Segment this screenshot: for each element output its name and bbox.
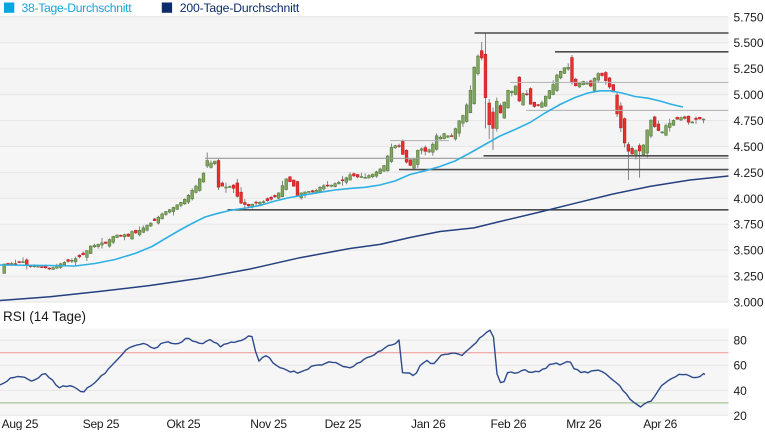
svg-text:Feb 26: Feb 26 xyxy=(491,417,527,430)
svg-text:3.000: 3.000 xyxy=(734,296,764,310)
svg-text:4.250: 4.250 xyxy=(734,166,764,180)
svg-text:4.500: 4.500 xyxy=(734,140,764,154)
svg-text:Aug 25: Aug 25 xyxy=(2,417,39,430)
svg-text:Jan 26: Jan 26 xyxy=(411,417,446,430)
svg-text:3.250: 3.250 xyxy=(734,270,764,284)
svg-text:5.000: 5.000 xyxy=(734,88,764,102)
svg-text:4.000: 4.000 xyxy=(734,192,764,206)
svg-text:3.750: 3.750 xyxy=(734,218,764,232)
svg-text:4.750: 4.750 xyxy=(734,114,764,128)
svg-text:200-Tage-Durchschnitt: 200-Tage-Durchschnitt xyxy=(180,1,300,15)
svg-text:80: 80 xyxy=(734,334,748,348)
svg-text:5.500: 5.500 xyxy=(734,36,764,50)
svg-text:RSI (14 Tage): RSI (14 Tage) xyxy=(3,309,86,324)
svg-text:Dez 25: Dez 25 xyxy=(325,417,362,430)
svg-text:Nov 25: Nov 25 xyxy=(250,417,287,430)
svg-text:60: 60 xyxy=(734,359,748,373)
svg-text:Sep 25: Sep 25 xyxy=(83,417,120,430)
svg-text:Apr 26: Apr 26 xyxy=(643,417,677,430)
svg-text:3.500: 3.500 xyxy=(734,244,764,258)
svg-text:40: 40 xyxy=(734,384,748,398)
svg-text:20: 20 xyxy=(734,409,748,423)
svg-text:Okt 25: Okt 25 xyxy=(167,417,201,430)
svg-text:38-Tage-Durchschnitt: 38-Tage-Durchschnitt xyxy=(22,1,133,15)
svg-text:5.750: 5.750 xyxy=(734,10,764,24)
svg-text:Mrz 26: Mrz 26 xyxy=(566,417,602,430)
svg-text:5.250: 5.250 xyxy=(734,62,764,76)
